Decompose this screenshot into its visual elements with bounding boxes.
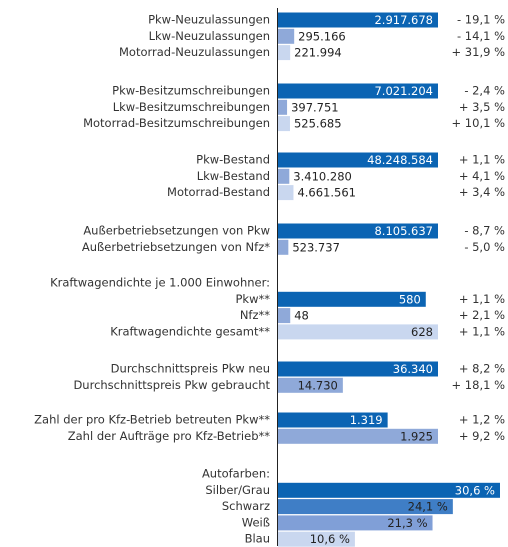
value-label: 397.751 — [291, 100, 339, 114]
row-label: Durchschnittspreis Pkw gebraucht — [73, 378, 270, 392]
change-label: + 8,2 % — [459, 362, 505, 376]
value-label: 1.319 — [350, 413, 383, 427]
value-label: 2.917.678 — [374, 13, 433, 27]
value-label: 8.105.637 — [374, 224, 433, 238]
change-label: + 10,1 % — [452, 116, 506, 130]
value-label: 48.248.584 — [367, 153, 433, 167]
row-label: Lkw-Neuzulassungen — [149, 29, 270, 43]
bar — [278, 291, 426, 307]
bar — [278, 482, 500, 498]
value-label: 4.661.561 — [297, 186, 356, 200]
bar — [278, 515, 433, 531]
change-label: + 4,1 % — [459, 169, 505, 183]
row-label: Pkw** — [236, 292, 271, 306]
value-label: 580 — [399, 292, 421, 306]
row-label: Nfz** — [240, 308, 270, 322]
change-label: - 14,1 % — [457, 29, 505, 43]
bar — [278, 223, 438, 239]
value-label: 1.925 — [400, 429, 433, 443]
bar — [278, 239, 289, 255]
change-label: + 2,1 % — [459, 308, 505, 322]
value-label: 30,6 % — [455, 483, 495, 497]
change-label: - 5,0 % — [464, 240, 505, 254]
change-label: + 9,2 % — [459, 429, 505, 443]
row-label: Zahl der Aufträge pro Kfz-Betrieb** — [68, 429, 270, 443]
value-label: 525.685 — [294, 117, 342, 131]
row-label: Motorrad-Neuzulassungen — [119, 45, 270, 59]
row-label: Pkw-Besitzumschreibungen — [112, 84, 270, 98]
bar — [278, 168, 290, 184]
value-label: 14.730 — [298, 378, 338, 392]
change-label: + 3,4 % — [459, 185, 505, 199]
change-label: + 1,1 % — [459, 153, 505, 167]
bar — [278, 185, 294, 201]
bar — [278, 412, 388, 428]
bar — [278, 45, 291, 61]
bar — [278, 377, 343, 393]
value-label: 628 — [411, 325, 433, 339]
row-label: Pkw-Bestand — [196, 153, 270, 167]
value-label: 48 — [294, 309, 309, 323]
change-label: + 1,1 % — [459, 292, 505, 306]
row-label: Blau — [245, 532, 270, 546]
bar — [278, 531, 355, 547]
bar — [278, 499, 453, 515]
bar — [278, 99, 288, 115]
row-label: Motorrad-Bestand — [167, 185, 270, 199]
change-label: - 2,4 % — [464, 84, 505, 98]
value-label: 221.994 — [294, 46, 342, 60]
row-label: Kraftwagendichte gesamt** — [110, 324, 270, 338]
bar — [278, 152, 438, 168]
change-label: + 3,5 % — [459, 100, 505, 114]
value-label: 24,1 % — [408, 500, 448, 514]
change-label: + 1,1 % — [459, 324, 505, 338]
row-label: Schwarz — [222, 499, 270, 513]
row-label: Weiß — [242, 515, 270, 529]
change-label: + 18,1 % — [452, 378, 506, 392]
bar — [278, 116, 290, 132]
bar — [278, 308, 291, 324]
row-label: Silber/Grau — [205, 483, 270, 497]
bar — [278, 324, 438, 340]
row-label: Lkw-Besitzumschreibungen — [113, 100, 270, 114]
group-title: Autofarben: — [202, 467, 270, 481]
row-label: Außerbetriebsetzungen von Nfz* — [82, 240, 270, 254]
change-label: - 19,1 % — [457, 13, 505, 27]
change-label: + 31,9 % — [452, 45, 506, 59]
change-label: - 8,7 % — [464, 224, 505, 238]
row-label: Motorrad-Besitzumschreibungen — [83, 116, 270, 130]
row-label: Durchschnittspreis Pkw neu — [111, 362, 270, 376]
value-label: 36.340 — [393, 362, 433, 376]
row-label: Pkw-Neuzulassungen — [148, 13, 270, 27]
value-label: 10,6 % — [310, 532, 350, 546]
group-title: Kraftwagendichte je 1.000 Einwohner: — [50, 276, 270, 290]
bar — [278, 428, 438, 444]
change-label: + 1,2 % — [459, 413, 505, 427]
row-label: Lkw-Bestand — [197, 169, 270, 183]
value-label: 3.410.280 — [293, 169, 352, 183]
row-label: Zahl der pro Kfz-Betrieb betreuten Pkw** — [34, 413, 270, 427]
value-label: 295.166 — [298, 29, 346, 43]
row-label: Außerbetriebsetzungen von Pkw — [83, 224, 270, 238]
value-label: 21,3 % — [387, 516, 427, 530]
bar — [278, 83, 438, 99]
bar — [278, 28, 295, 44]
bar — [278, 12, 438, 28]
value-label: 7.021.204 — [374, 84, 433, 98]
value-label: 523.737 — [292, 240, 340, 254]
bar — [278, 361, 438, 377]
